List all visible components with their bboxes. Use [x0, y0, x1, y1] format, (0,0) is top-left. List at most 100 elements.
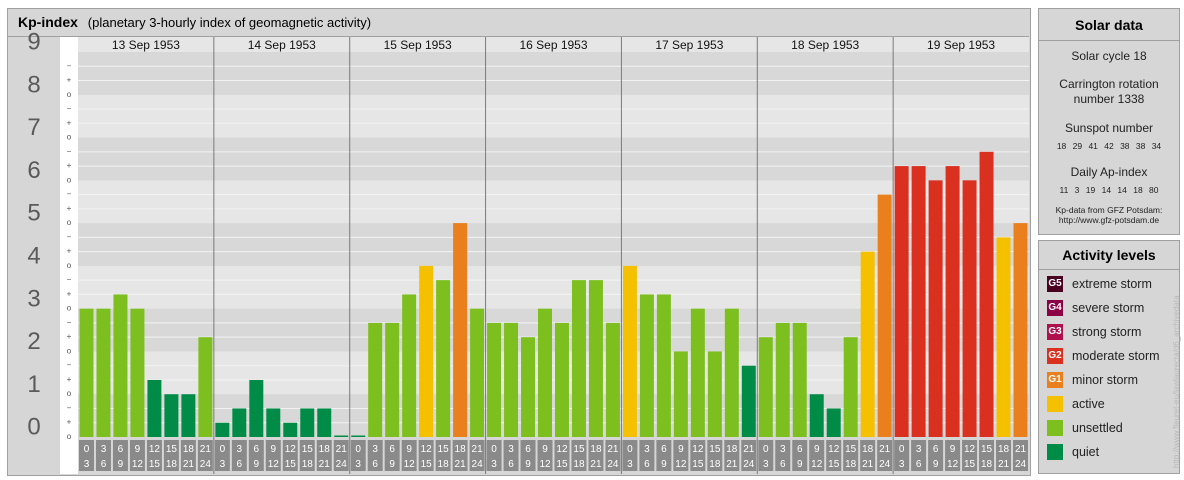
- x-slot-box: [79, 440, 94, 471]
- x-slot-label-start: 9: [542, 444, 548, 455]
- x-slot-label-start: 18: [726, 444, 738, 455]
- sunspot-values: 18 29 41 42 38 38 34: [1056, 141, 1162, 151]
- x-slot-label-end: 18: [981, 459, 993, 470]
- y-minor-mark: −: [67, 190, 72, 199]
- x-slot-box: [1013, 440, 1028, 471]
- x-slot-label-start: 9: [135, 444, 141, 455]
- x-slot-label-end: 3: [491, 459, 497, 470]
- x-slot-label-start: 3: [916, 444, 922, 455]
- x-slot-label-start: 12: [692, 444, 704, 455]
- x-slot-label-end: 18: [438, 459, 450, 470]
- sunspot-title: Sunspot number: [1064, 121, 1154, 135]
- x-slot-label-start: 18: [590, 444, 602, 455]
- x-slot-label-start: 12: [964, 444, 976, 455]
- x-slot-box: [996, 440, 1012, 471]
- solar-data-panel: Solar data Solar cycle 18 Carrington rot…: [1038, 8, 1180, 235]
- kp-bar: [622, 265, 637, 437]
- kp-bar: [792, 322, 807, 437]
- y-minor-mark: o: [67, 261, 72, 270]
- x-slot-box: [503, 440, 519, 471]
- x-slot-box: [945, 440, 961, 471]
- kp-bar: [928, 180, 943, 438]
- y-minor-mark: −: [67, 147, 72, 156]
- x-slot-label-start: 6: [254, 444, 260, 455]
- x-slot-label-start: 12: [556, 444, 568, 455]
- x-slot-label-end: 18: [166, 459, 178, 470]
- x-slot-box: [350, 440, 366, 471]
- y-minor-mark: o: [67, 389, 72, 398]
- kp-bar: [147, 379, 162, 437]
- x-slot-label-start: 0: [627, 444, 633, 455]
- data-source-line1: Kp-data from GFZ Potsdam:: [1055, 205, 1163, 215]
- x-slot-label-start: 21: [743, 444, 755, 455]
- x-slot-label-end: 6: [508, 459, 514, 470]
- kp-bar: [436, 280, 451, 437]
- x-slot-box: [452, 440, 468, 471]
- x-slot-label-end: 9: [254, 459, 260, 470]
- x-slot-box: [146, 440, 162, 471]
- data-source-link[interactable]: http://www.gfz-potsdam.de: [1058, 215, 1160, 225]
- day-label: 17 Sep 1953: [655, 38, 723, 52]
- x-slot-box: [792, 440, 808, 471]
- x-slot-label-end: 6: [644, 459, 650, 470]
- x-slot-label-start: 21: [607, 444, 619, 455]
- kp-bar: [283, 422, 298, 437]
- y-minor-mark: o: [67, 304, 72, 313]
- kp-bar: [385, 322, 400, 437]
- x-slot-label-start: 15: [302, 444, 314, 455]
- chart-subtitle: (planetary 3-hourly index of geomagnetic…: [87, 15, 372, 30]
- y-minor-mark: +: [67, 289, 72, 298]
- x-slot-box: [333, 440, 349, 471]
- x-slot-label-start: 15: [709, 444, 721, 455]
- x-slot-box: [860, 440, 876, 471]
- y-minor-mark: +: [67, 247, 72, 256]
- x-slot-box: [282, 440, 298, 471]
- ap-title: Daily Ap-index: [1070, 165, 1148, 179]
- activity-level-label: extreme storm: [1072, 277, 1152, 291]
- y-minor-mark: −: [67, 318, 72, 327]
- x-slot-box: [928, 440, 944, 471]
- x-slot-box: [826, 440, 842, 471]
- x-slot-label-end: 6: [372, 459, 378, 470]
- x-slot-label-start: 3: [508, 444, 514, 455]
- activity-level-item: G5 extreme storm: [1039, 272, 1179, 296]
- kp-bar: [130, 308, 145, 437]
- y-tick-label: 5: [27, 200, 40, 227]
- y-minor-mark: −: [67, 104, 72, 113]
- y-minor-mark: +: [67, 118, 72, 127]
- activity-level-swatch: G5: [1047, 276, 1063, 292]
- x-slot-label-start: 15: [573, 444, 585, 455]
- x-slot-label-start: 3: [237, 444, 243, 455]
- x-slot-box: [537, 440, 553, 471]
- x-slot-label-end: 3: [899, 459, 905, 470]
- x-slot-box: [656, 440, 672, 471]
- x-slot-label-end: 15: [421, 459, 433, 470]
- x-slot-label-end: 18: [709, 459, 721, 470]
- x-slot-label-start: 0: [355, 444, 361, 455]
- watermark-text: http://www.fleuret-eu/lawlaurecta/d6_arc…: [1172, 295, 1181, 468]
- y-tick-label: 0: [27, 414, 40, 441]
- x-slot-box: [299, 440, 315, 471]
- x-slot-label-end: 21: [862, 459, 874, 470]
- x-slot-label-end: 15: [964, 459, 976, 470]
- x-slot-label-start: 9: [678, 444, 684, 455]
- x-slot-label-start: 18: [862, 444, 874, 455]
- x-slot-label-end: 15: [149, 459, 161, 470]
- x-slot-label-end: 24: [472, 459, 484, 470]
- kp-bar: [605, 322, 620, 437]
- kp-bar: [555, 322, 569, 437]
- kp-bar: [911, 166, 926, 438]
- x-slot-box: [673, 440, 689, 471]
- y-tick-label: 1: [27, 371, 40, 398]
- kp-bar: [826, 408, 841, 437]
- x-slot-label-end: 9: [797, 459, 803, 470]
- x-slot-label-end: 24: [743, 459, 755, 470]
- x-slot-box: [418, 440, 434, 471]
- y-axis-column: [9, 37, 60, 474]
- day-label: 16 Sep 1953: [519, 38, 587, 52]
- kp-bar: [775, 322, 790, 437]
- kp-bar: [249, 379, 264, 437]
- x-slot-label-start: 15: [981, 444, 993, 455]
- x-slot-label-end: 3: [355, 459, 361, 470]
- x-slot-label-start: 3: [372, 444, 378, 455]
